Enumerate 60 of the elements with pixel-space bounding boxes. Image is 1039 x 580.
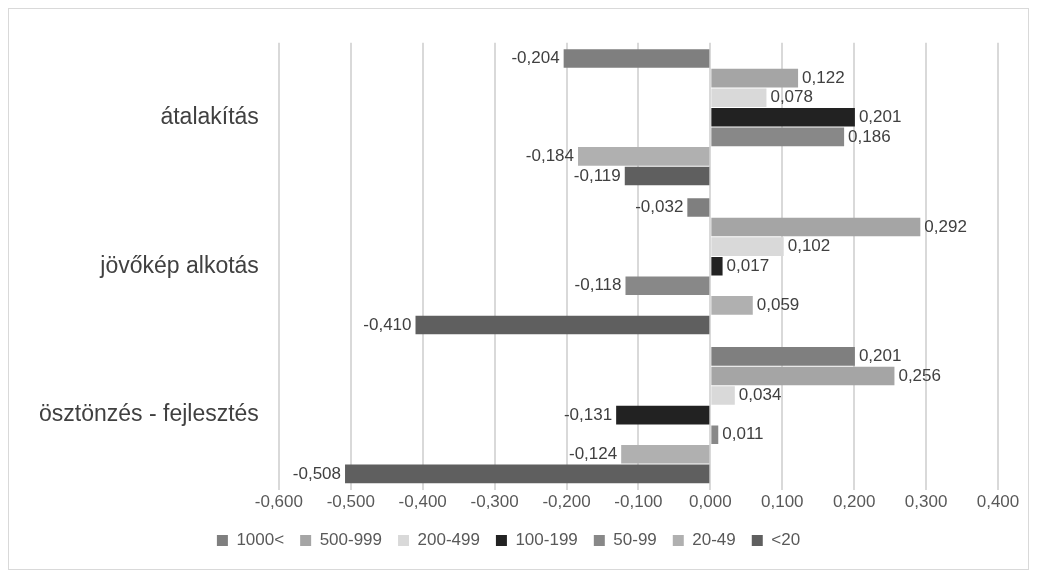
- data-label: 0,011: [722, 424, 764, 444]
- bar: [415, 315, 710, 335]
- bar: [711, 347, 855, 366]
- legend-label: <20: [771, 530, 801, 550]
- data-label: -0,184: [525, 146, 575, 166]
- data-label: 0,201: [858, 106, 902, 126]
- x-tick-label: 0,000: [689, 492, 732, 512]
- data-label: 0,201: [858, 346, 902, 366]
- data-label: -0,124: [568, 443, 618, 463]
- bar: [711, 425, 719, 445]
- data-label: 0,078: [770, 87, 813, 107]
- bar: [711, 68, 799, 88]
- bar: [616, 405, 710, 425]
- legend-label: 50-99: [613, 530, 657, 550]
- bar: [711, 127, 845, 147]
- x-tick-label: -0,600: [254, 492, 303, 512]
- x-tick-label: -0,500: [326, 492, 375, 512]
- x-tick-label: -0,200: [542, 492, 591, 512]
- bar: [625, 276, 710, 296]
- bar: [624, 166, 710, 186]
- y-tick-label: ösztönzés - fejlesztés: [39, 400, 259, 427]
- data-label: 0,059: [756, 295, 800, 315]
- bar: [621, 444, 710, 464]
- data-label: 0,102: [787, 236, 831, 256]
- data-label: 0,017: [726, 255, 770, 275]
- data-label: -0,131: [563, 404, 613, 424]
- bar: [711, 107, 855, 127]
- legend-label: 200-499: [417, 530, 480, 550]
- x-tick-label: -0,100: [614, 492, 663, 512]
- y-tick-label: átalakítás: [160, 102, 259, 129]
- legend-label: 100-199: [515, 530, 578, 550]
- legend-label: 20-49: [692, 530, 736, 550]
- bar: [578, 147, 710, 166]
- bar: [345, 464, 710, 484]
- data-label: 0,186: [848, 126, 891, 146]
- data-label: -0,032: [635, 197, 684, 217]
- y-tick-label: jövőkép alkotás: [99, 251, 259, 278]
- data-label: 0,034: [738, 385, 782, 405]
- x-tick-label: 0,400: [976, 492, 1020, 512]
- data-label: -0,118: [574, 275, 622, 295]
- data-label: 0,292: [924, 216, 967, 236]
- data-label: -0,119: [573, 165, 621, 185]
- data-label: 0,256: [898, 365, 941, 385]
- x-tick-label: 0,300: [904, 492, 948, 512]
- bar: [711, 256, 723, 276]
- bar: [563, 49, 710, 68]
- bar: [711, 217, 921, 237]
- data-label: -0,410: [363, 314, 412, 334]
- bar: [687, 198, 710, 217]
- x-tick-label: 0,200: [832, 492, 876, 512]
- x-tick-label: -0,300: [470, 492, 519, 512]
- x-tick-label: 0,100: [760, 492, 804, 512]
- bar: [711, 366, 895, 386]
- legend-label: 500-999: [319, 530, 383, 550]
- legend-label: 1000<: [236, 530, 285, 550]
- x-tick-label: -0,400: [398, 492, 447, 512]
- bar: [711, 296, 753, 315]
- data-label: -0,508: [292, 463, 342, 483]
- data-label: 0,122: [802, 67, 845, 87]
- data-label: -0,204: [511, 48, 560, 68]
